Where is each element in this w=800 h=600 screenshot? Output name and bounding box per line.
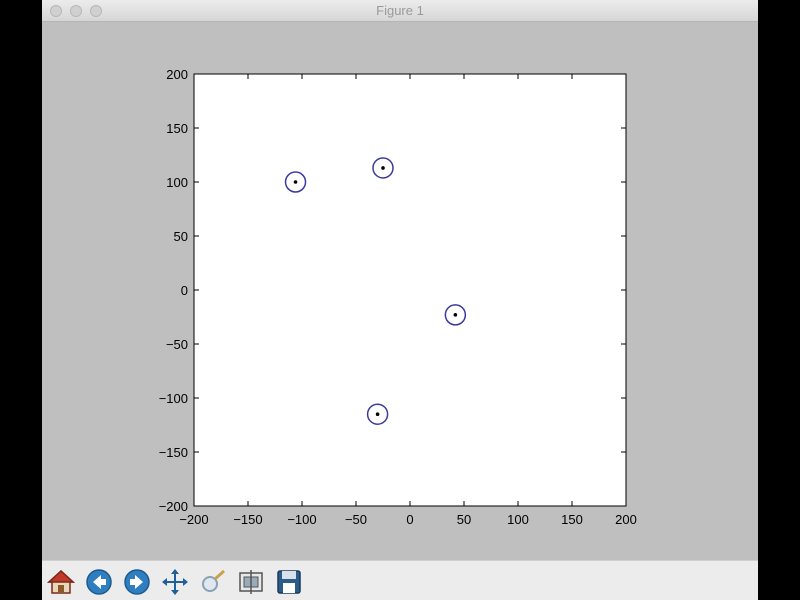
y-tick-label: −100 <box>159 391 188 406</box>
home-icon <box>47 569 75 594</box>
y-tick-label: −150 <box>159 445 188 460</box>
figure-canvas[interactable]: −200 −150 −100 −50 0 50 100 150 200 −200 −150 −100 −… <box>42 22 758 560</box>
x-tick-label: 50 <box>457 512 471 527</box>
x-tick-label: −150 <box>233 512 262 527</box>
close-window-button[interactable] <box>50 5 62 17</box>
zoom-icon <box>202 569 225 592</box>
maximize-window-button[interactable] <box>90 5 102 17</box>
x-tick-label: −100 <box>287 512 316 527</box>
x-tick-label: 100 <box>507 512 529 527</box>
y-tick-label: 0 <box>181 283 188 298</box>
data-point-dot <box>453 313 458 317</box>
subplots-icon <box>239 570 263 594</box>
minimize-window-button[interactable] <box>70 5 82 17</box>
pan-icon <box>162 569 188 595</box>
data-point-ring[interactable] <box>284 171 307 193</box>
forward-arrow-icon <box>124 569 150 595</box>
y-tick-label: 150 <box>166 121 188 136</box>
window-title: Figure 1 <box>376 3 424 18</box>
y-tick-label: 50 <box>174 229 188 244</box>
data-point-dot <box>375 412 380 417</box>
axes-area[interactable] <box>193 73 627 507</box>
x-tick-label: 150 <box>561 512 583 527</box>
x-tick-label: −50 <box>345 512 367 527</box>
save-button[interactable] <box>274 567 304 597</box>
title-bar[interactable]: Figure 1 <box>42 0 758 22</box>
y-tick-label: −50 <box>166 337 188 352</box>
x-tick-label: 200 <box>615 512 637 527</box>
save-icon <box>277 570 301 594</box>
scatter-plot[interactable]: −200 −150 −100 −50 0 50 100 150 200 −200 −150 −100 −… <box>42 22 758 560</box>
x-tick-label: 0 <box>406 512 413 527</box>
home-button[interactable] <box>46 567 76 597</box>
data-point-dot <box>293 180 298 184</box>
forward-button[interactable] <box>122 567 152 597</box>
data-point-ring[interactable] <box>444 304 467 326</box>
zoom-button[interactable] <box>198 567 228 597</box>
configure-subplots-button[interactable] <box>236 567 266 597</box>
navigation-toolbar <box>42 560 758 600</box>
pan-button[interactable] <box>160 567 190 597</box>
figure-window: Figure 1 −200 −150 −100 −50 0 50 100 150 200 −200… <box>42 0 758 600</box>
y-tick-label: 200 <box>166 67 188 82</box>
data-point-ring[interactable] <box>366 403 389 425</box>
x-tick-label: −200 <box>179 512 208 527</box>
back-arrow-icon <box>86 569 112 595</box>
y-tick-label: −200 <box>159 499 188 514</box>
data-point-ring[interactable] <box>372 157 394 179</box>
back-button[interactable] <box>84 567 114 597</box>
y-tick-label: 100 <box>166 175 188 190</box>
data-point-dot <box>381 166 385 170</box>
